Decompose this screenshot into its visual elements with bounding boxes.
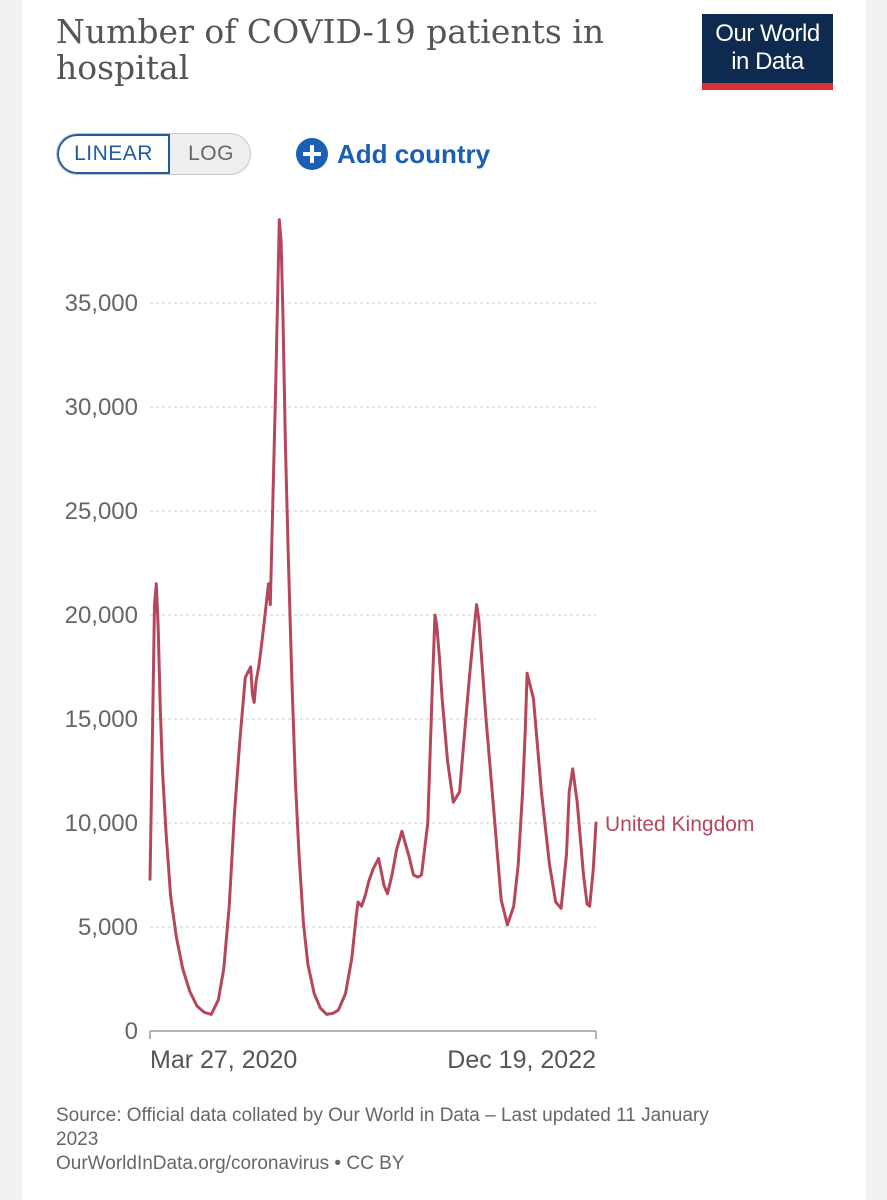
add-country-label: Add country xyxy=(337,138,491,169)
chart-footer: Source: Official data collated by Our Wo… xyxy=(56,1104,816,1176)
chart-title: Number of COVID-19 patients in hospital xyxy=(56,12,605,87)
y-tick-label: 0 xyxy=(125,1018,138,1045)
owid-logo[interactable]: Our World in Data xyxy=(702,14,833,90)
log-scale-button[interactable]: LOG xyxy=(188,142,234,165)
plus-circle-icon xyxy=(296,138,328,170)
source-line-1: Source: Official data collated by Our Wo… xyxy=(56,1105,709,1126)
chart-card: Number of COVID-19 patients in hospital … xyxy=(22,0,866,1200)
y-tick-label: 25,000 xyxy=(65,498,138,525)
y-tick-label: 5,000 xyxy=(78,914,138,941)
add-country-button[interactable]: Add country xyxy=(296,134,490,174)
source-line-2: 2023 xyxy=(56,1129,99,1150)
y-tick-label: 10,000 xyxy=(65,810,138,837)
y-tick-label: 30,000 xyxy=(65,394,138,421)
series-line-united-kingdom[interactable] xyxy=(148,218,598,1016)
gridlines xyxy=(150,302,596,928)
x-tick-label: Dec 19, 2022 xyxy=(447,1046,596,1074)
y-tick-label: 20,000 xyxy=(65,602,138,629)
y-tick-label: 15,000 xyxy=(65,706,138,733)
source-url[interactable]: OurWorldInData.org/coronavirus • CC BY xyxy=(56,1153,405,1174)
y-tick-label: 35,000 xyxy=(65,290,138,317)
scale-toggle: LINEAR LOG xyxy=(56,133,251,175)
logo-red-bar xyxy=(702,83,833,90)
logo-text: Our World in Data xyxy=(702,20,833,76)
series-end-label[interactable]: United Kingdom xyxy=(605,813,754,836)
linear-scale-button[interactable]: LINEAR xyxy=(57,134,170,174)
series-layer: United Kingdom xyxy=(148,218,754,1016)
x-tick-label: Mar 27, 2020 xyxy=(150,1046,297,1074)
line-chart: 0 5,000 10,000 15,000 20,000 25,000 30,000 35,0… xyxy=(65,218,754,1074)
logo-line-2: in Data xyxy=(731,48,804,75)
axes: 0 5,000 10,000 15,000 20,000 25,000 30,000 35,0… xyxy=(65,290,597,1074)
logo-line-1: Our World xyxy=(715,20,820,47)
